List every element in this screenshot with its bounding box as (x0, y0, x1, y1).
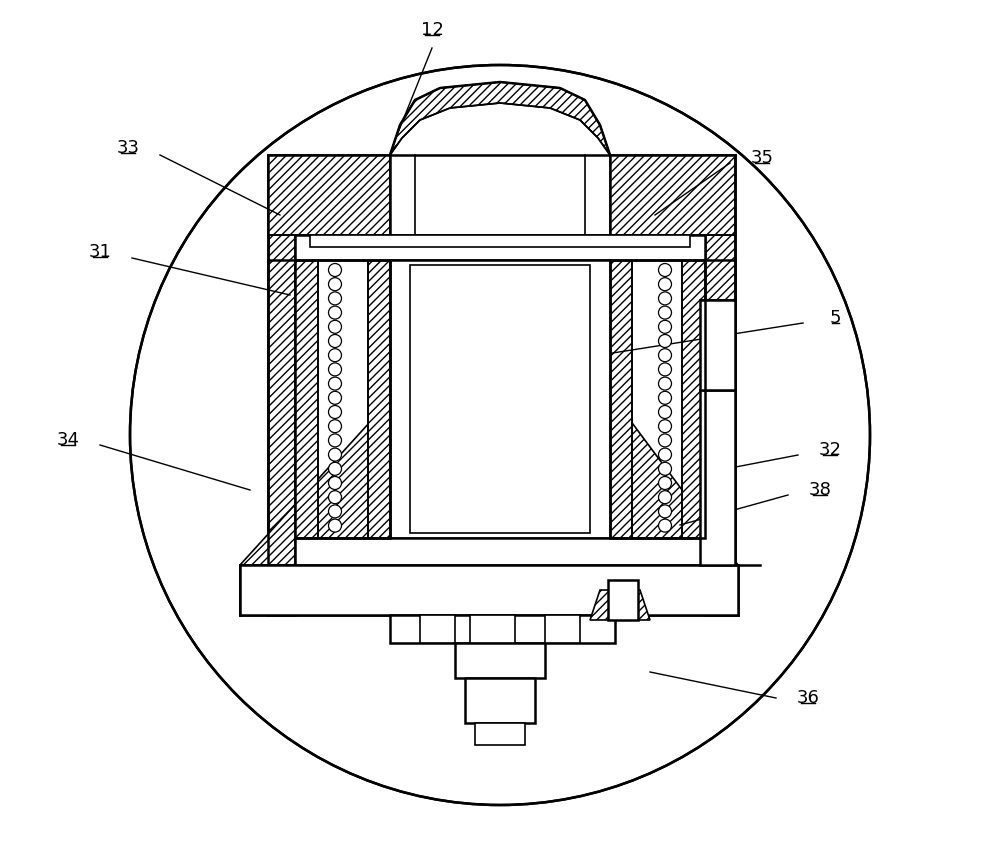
Circle shape (658, 477, 672, 489)
Polygon shape (682, 260, 705, 538)
Polygon shape (268, 155, 390, 235)
Text: 35: 35 (750, 149, 774, 167)
Bar (390, 615, 615, 643)
Polygon shape (240, 565, 390, 615)
Polygon shape (632, 538, 705, 565)
Circle shape (328, 434, 342, 447)
Polygon shape (295, 538, 368, 565)
Circle shape (658, 264, 672, 276)
Circle shape (328, 363, 342, 376)
Circle shape (328, 392, 342, 404)
Circle shape (328, 349, 342, 362)
Circle shape (658, 462, 672, 475)
Text: 38: 38 (809, 481, 831, 499)
Circle shape (658, 520, 672, 532)
Circle shape (658, 320, 672, 333)
Circle shape (328, 477, 342, 489)
Polygon shape (610, 260, 632, 538)
Polygon shape (390, 260, 410, 538)
Polygon shape (295, 260, 318, 538)
Polygon shape (390, 82, 610, 155)
Circle shape (658, 491, 672, 504)
Polygon shape (268, 155, 295, 615)
Circle shape (328, 292, 342, 305)
Circle shape (328, 462, 342, 475)
Circle shape (658, 334, 672, 348)
Bar (700, 390, 735, 565)
Circle shape (658, 448, 672, 461)
Circle shape (328, 306, 342, 319)
Bar (295, 538, 705, 565)
Bar (545, 615, 580, 643)
Polygon shape (615, 565, 738, 615)
Text: 5: 5 (829, 309, 841, 327)
Circle shape (658, 434, 672, 447)
Polygon shape (590, 260, 610, 538)
Text: 36: 36 (797, 689, 819, 707)
Polygon shape (705, 155, 735, 615)
Circle shape (328, 406, 342, 418)
Circle shape (658, 392, 672, 404)
Polygon shape (240, 400, 390, 615)
Text: 31: 31 (89, 243, 111, 261)
Bar (465, 678, 535, 723)
Circle shape (658, 349, 672, 362)
Circle shape (658, 505, 672, 518)
Bar (410, 265, 590, 533)
Circle shape (328, 320, 342, 333)
Circle shape (328, 334, 342, 348)
Polygon shape (705, 260, 735, 538)
Circle shape (328, 448, 342, 461)
Bar (420, 615, 455, 643)
Circle shape (328, 520, 342, 532)
Circle shape (130, 65, 870, 805)
Circle shape (328, 419, 342, 433)
Bar (475, 723, 525, 745)
Circle shape (328, 491, 342, 504)
Bar (390, 260, 610, 538)
Polygon shape (268, 260, 295, 538)
Circle shape (658, 278, 672, 290)
Circle shape (658, 377, 672, 390)
Circle shape (658, 363, 672, 376)
Bar (470, 615, 515, 643)
Bar (610, 260, 705, 538)
Circle shape (328, 505, 342, 518)
Bar (700, 300, 735, 390)
Bar (608, 580, 638, 620)
Polygon shape (240, 565, 738, 600)
Circle shape (328, 278, 342, 290)
Polygon shape (390, 565, 615, 615)
Text: 34: 34 (57, 431, 80, 449)
Circle shape (658, 292, 672, 305)
Circle shape (328, 264, 342, 276)
Text: 33: 33 (117, 139, 140, 157)
Polygon shape (615, 400, 738, 615)
Bar (455, 643, 545, 678)
Polygon shape (610, 155, 735, 235)
Circle shape (658, 306, 672, 319)
Polygon shape (368, 260, 390, 538)
Circle shape (658, 419, 672, 433)
Polygon shape (590, 590, 650, 620)
Circle shape (328, 377, 342, 390)
Text: 12: 12 (421, 21, 443, 39)
Bar (295, 260, 390, 538)
Bar (295, 235, 705, 260)
Bar (310, 235, 690, 247)
Bar (240, 565, 738, 615)
Text: 32: 32 (818, 441, 842, 459)
Circle shape (658, 406, 672, 418)
